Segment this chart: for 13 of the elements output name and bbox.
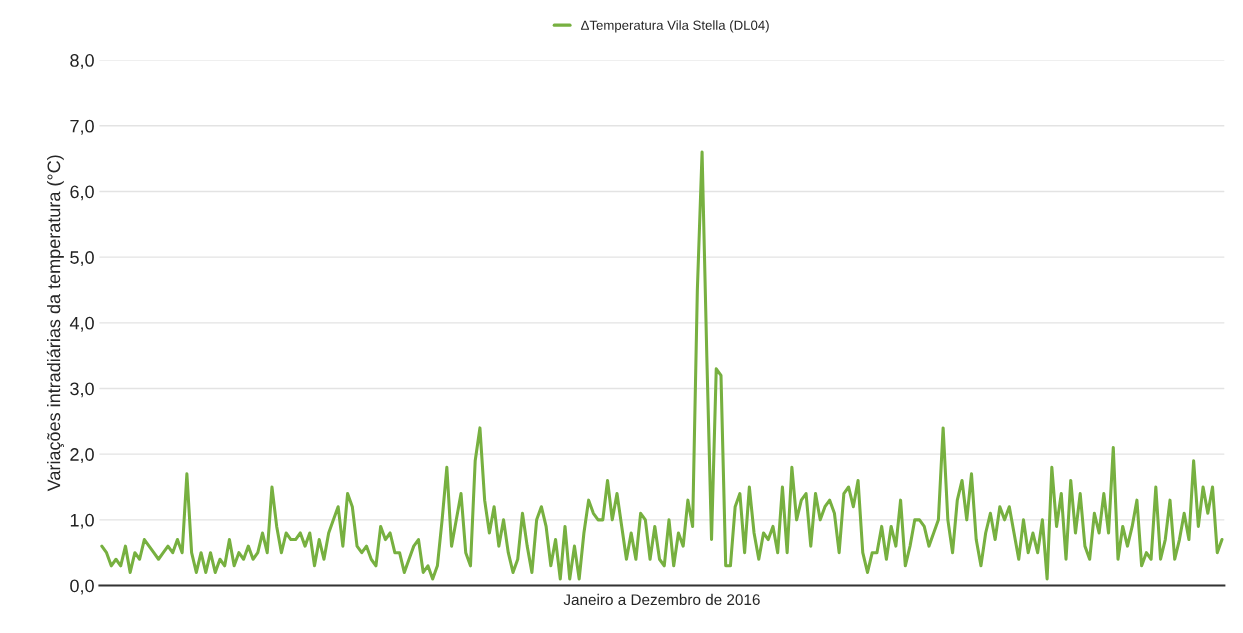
y-tick-label: 7,0 <box>70 119 94 135</box>
x-axis-title: Janeiro a Dezembro de 2016 <box>563 593 760 606</box>
legend-label: ΔTemperatura Vila Stella (DL04) <box>581 20 769 33</box>
y-tick-label: 0,0 <box>70 579 94 595</box>
y-tick-label: 4,0 <box>69 316 94 332</box>
y-tick-label: 6,0 <box>70 185 94 201</box>
y-tick-label: 8,0 <box>70 54 94 69</box>
y-tick-label: 5,0 <box>70 251 94 267</box>
y-tick-label: 3,0 <box>70 382 94 398</box>
y-tick-label: 2,0 <box>70 448 94 464</box>
y-axis-title: Variações intradiárias da temperatura (°C) <box>46 155 64 492</box>
line-series <box>100 150 1224 581</box>
y-tick-label: 1,0 <box>70 513 94 529</box>
